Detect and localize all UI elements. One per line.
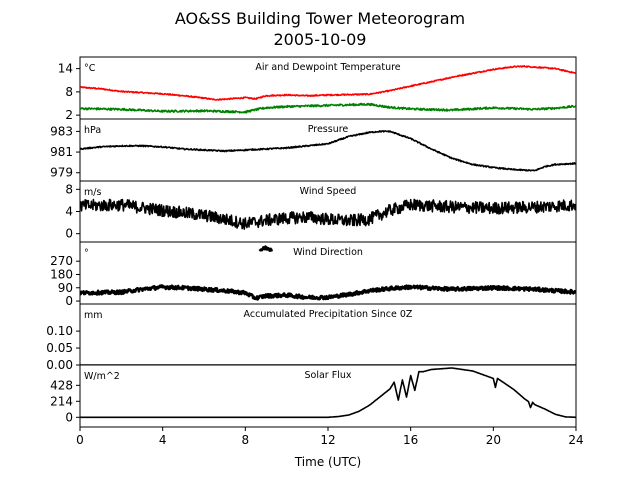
y-tick-label: 90 [58, 281, 73, 295]
y-tick-label: 428 [50, 378, 73, 392]
series-line-0 [80, 65, 576, 101]
panel-0: 2 8 14 °C Air and Dewpoint Temperature [58, 56, 577, 122]
y-tick-label: 8 [65, 182, 73, 196]
series-line-0 [80, 284, 576, 301]
panel-unit-label: m/s [84, 187, 101, 198]
chart-panels: 2 8 14 °C Air and Dewpoint Temperature 979 981… [46, 56, 577, 428]
x-tick-label: 4 [159, 433, 167, 447]
panel-4: 0.00 0.05 0.10 mm Accumulated Precipitation … [46, 303, 577, 372]
y-tick-label: 981 [50, 145, 73, 159]
x-tick-label: 20 [486, 433, 501, 447]
panel-5: 0 214 428 W/m^2 Solar Flux [50, 364, 577, 428]
panel-title: Accumulated Precipitation Since 0Z [244, 309, 413, 320]
x-tick-label: 24 [568, 433, 583, 447]
y-tick-label: 14 [58, 62, 73, 76]
y-tick-label: 2 [65, 108, 73, 122]
y-tick-label: 270 [50, 254, 73, 268]
y-tick-label: 214 [50, 394, 73, 408]
y-tick-label: 0.05 [46, 341, 73, 355]
x-axis-label: Time (UTC) [294, 455, 361, 469]
x-tick-label: 0 [76, 433, 84, 447]
series-line-1 [80, 102, 576, 114]
y-tick-label: 0 [65, 410, 73, 424]
x-tick-label: 8 [242, 433, 250, 447]
series-line-0 [80, 130, 576, 172]
y-tick-label: 0 [65, 294, 73, 308]
panel-2: 0 4 8 m/s Wind Speed [65, 180, 577, 243]
series-line-0 [80, 198, 576, 230]
y-tick-label: 4 [65, 205, 73, 219]
panel-title: Wind Direction [293, 247, 363, 258]
panel-unit-label: mm [84, 310, 103, 321]
panel-title: Solar Flux [305, 370, 352, 381]
x-tick-label: 12 [320, 433, 335, 447]
x-axis: 0 4 8 12 16 20 24 [76, 427, 584, 447]
panel-title: Wind Speed [300, 186, 357, 197]
panel-title: Air and Dewpoint Temperature [255, 62, 400, 73]
series-line-1 [258, 245, 274, 252]
y-tick-label: 8 [65, 85, 73, 99]
panel-unit-label: W/m^2 [84, 371, 120, 382]
y-tick-label: 180 [50, 267, 73, 281]
y-tick-label: 983 [50, 124, 73, 138]
figure-title-line2: 2005-10-09 [274, 30, 367, 49]
series-line-0 [80, 367, 576, 419]
y-tick-label: 979 [50, 166, 73, 180]
x-tick-label: 16 [403, 433, 418, 447]
y-tick-label: 0.10 [46, 324, 73, 338]
panel-unit-label: hPa [84, 125, 101, 136]
panel-1: 979 981 983 hPa Pressure [50, 118, 577, 182]
panel-unit-label: ° [84, 248, 89, 259]
panel-title: Pressure [308, 124, 349, 135]
panel-unit-label: °C [84, 63, 96, 74]
y-tick-label: 0 [65, 227, 73, 241]
y-tick-label: 0.00 [46, 358, 73, 372]
figure-title-line1: AO&SS Building Tower Meteorogram [175, 9, 465, 28]
